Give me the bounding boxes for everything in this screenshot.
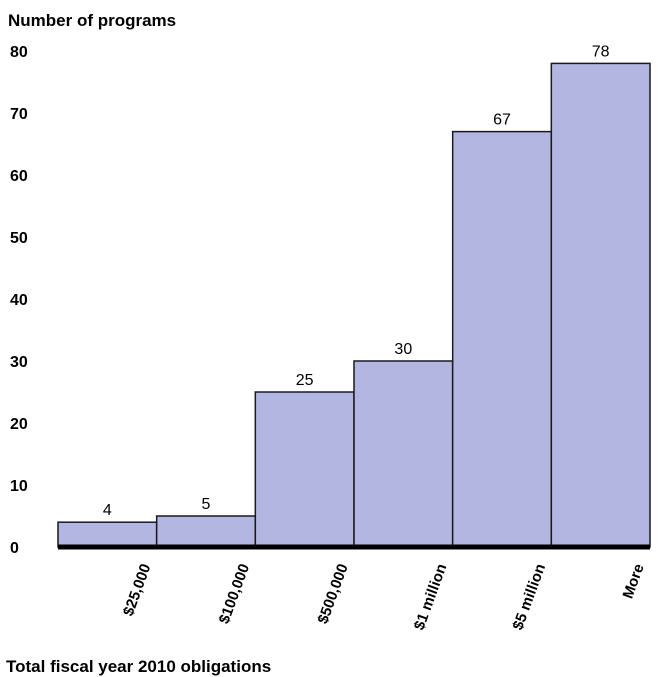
x-tick-label: $1 million	[411, 562, 451, 633]
bar	[451, 130, 553, 548]
y-tick-label: 10	[10, 478, 28, 495]
bar	[254, 391, 355, 548]
bar	[550, 62, 651, 548]
y-tick-label: 70	[10, 106, 28, 123]
y-tick-label: 30	[10, 354, 28, 371]
bar	[155, 515, 257, 548]
data-label: 4	[103, 502, 112, 519]
y-axis-title: Number of programs	[8, 11, 176, 30]
x-axis-ticks: $25,000 $100,000 $500,000 $1 million $5 mill…	[120, 562, 648, 633]
x-tick-label: More	[620, 562, 648, 601]
y-tick-label: 0	[10, 540, 19, 557]
y-tick-label: 60	[10, 168, 28, 185]
data-label: 5	[202, 496, 211, 513]
y-tick-label: 50	[10, 230, 28, 247]
x-tick-label: $25,000	[120, 562, 155, 619]
bar	[353, 360, 454, 548]
data-labels: 4 5 25 30 67 78	[103, 43, 610, 519]
y-tick-label: 40	[10, 292, 28, 309]
bars	[57, 62, 651, 548]
y-axis-ticks: 0 10 20 30 40 50 60 70 80	[10, 44, 28, 557]
y-tick-label: 80	[10, 44, 28, 61]
data-label: 78	[592, 43, 610, 60]
data-label: 25	[296, 372, 314, 389]
data-label: 67	[493, 112, 511, 129]
x-tick-label: $5 million	[509, 562, 549, 633]
data-label: 30	[394, 341, 412, 358]
bar	[57, 521, 158, 548]
y-tick-label: 20	[10, 416, 28, 433]
x-tick-label: $500,000	[314, 562, 351, 627]
x-tick-label: $100,000	[216, 562, 253, 627]
x-axis-title: Total fiscal year 2010 obligations	[6, 657, 271, 676]
